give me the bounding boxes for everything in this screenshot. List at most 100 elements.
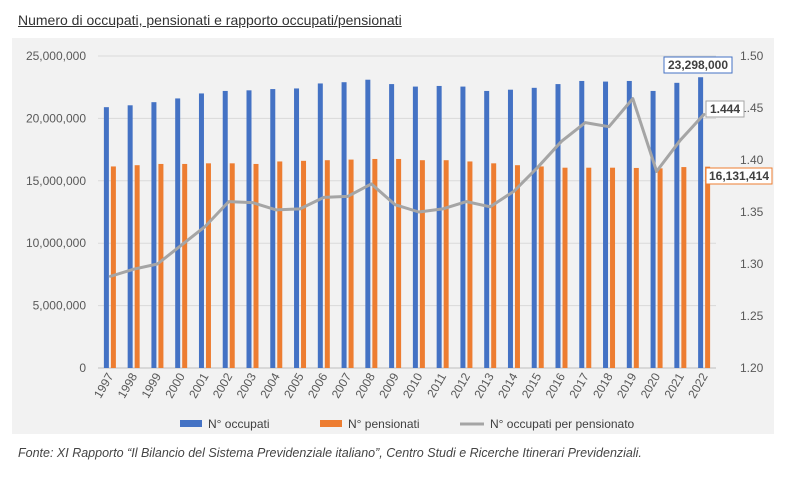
line-point xyxy=(702,113,706,116)
legend-swatch xyxy=(320,420,342,427)
bar-pensionati xyxy=(134,165,140,368)
bar-pensionati xyxy=(158,163,164,368)
legend-label: N° occupati xyxy=(208,417,270,431)
line-point xyxy=(607,125,611,128)
callout-label: 1.444 xyxy=(710,102,740,116)
bar-occupati xyxy=(270,89,276,369)
bar-occupati xyxy=(579,80,585,369)
line-point xyxy=(179,244,183,247)
bar-pensionati xyxy=(633,167,639,368)
legend-label: N° occupati per pensionato xyxy=(490,417,635,431)
right-axis: 1.20 1.25 1.30 1.35 1.40 1.45 1.50 xyxy=(740,49,764,375)
bar-occupati xyxy=(341,82,347,368)
bar-occupati xyxy=(127,105,133,369)
bar-series xyxy=(103,77,711,369)
left-axis-tick: 20,000,000 xyxy=(26,111,86,125)
bar-pensionati xyxy=(277,161,283,368)
line-point xyxy=(227,200,230,203)
bar-pensionati xyxy=(372,158,378,368)
bar-occupati xyxy=(531,87,537,368)
bar-pensionati xyxy=(253,163,259,368)
line-point xyxy=(441,207,444,211)
bar-occupati xyxy=(412,86,418,369)
bar-pensionati xyxy=(491,163,497,368)
right-axis-tick: 1.50 xyxy=(740,49,764,63)
bar-pensionati xyxy=(538,166,544,368)
bar-occupati xyxy=(674,82,680,368)
left-axis-tick: 25,000,000 xyxy=(26,49,86,63)
chart-title: Numero di occupati, pensionati e rapport… xyxy=(18,12,402,28)
left-axis-tick: 15,000,000 xyxy=(26,174,86,188)
bar-pensionati xyxy=(657,168,663,368)
bar-occupati xyxy=(151,102,157,369)
line-point xyxy=(346,195,349,198)
source-note: Fonte: XI Rapporto “Il Bilancio del Sist… xyxy=(18,446,642,460)
line-point xyxy=(584,121,587,124)
right-axis-tick: 1.45 xyxy=(740,101,764,115)
line-point xyxy=(203,225,207,228)
line-point xyxy=(322,196,326,199)
bar-pensionati xyxy=(562,167,568,368)
bar-pensionati xyxy=(514,165,520,368)
line-point xyxy=(465,200,468,203)
bar-occupati xyxy=(246,90,252,368)
left-axis: 0 5,000,000 10,000,000 15,000,000 20,000,000… xyxy=(26,49,86,375)
line-point xyxy=(108,275,112,278)
callout-label: 23,298,000 xyxy=(668,58,728,72)
line-point xyxy=(417,210,421,214)
legend-swatch xyxy=(180,420,202,427)
line-point xyxy=(560,140,563,143)
bar-occupati xyxy=(507,89,513,369)
bar-pensionati xyxy=(110,166,116,368)
bar-occupati xyxy=(175,98,181,368)
left-axis-tick: 0 xyxy=(79,361,86,375)
line-point xyxy=(132,268,135,271)
bar-occupati xyxy=(317,83,323,369)
ratio-line-series xyxy=(108,97,706,278)
bar-pensionati xyxy=(182,163,188,368)
bar-occupati xyxy=(460,86,466,369)
bar-pensionati xyxy=(324,160,330,368)
legend-label: N° pensionati xyxy=(348,417,420,431)
bar-occupati xyxy=(484,90,490,368)
bar-pensionati xyxy=(301,160,307,368)
bar-pensionati xyxy=(467,161,473,368)
bar-occupati xyxy=(626,80,632,369)
callout-box xyxy=(663,56,733,74)
bar-pensionati xyxy=(443,160,449,368)
right-axis-tick: 1.30 xyxy=(740,257,764,271)
right-axis-tick: 1.40 xyxy=(740,153,764,167)
bar-pensionati xyxy=(229,163,235,368)
callout-box xyxy=(705,167,773,185)
line-point xyxy=(156,262,159,266)
bar-pensionati xyxy=(348,159,354,368)
callout-label: 16,131,414 xyxy=(709,169,769,183)
chart-area: 0 5,000,000 10,000,000 15,000,000 20,000,000… xyxy=(12,38,774,434)
line-point xyxy=(631,97,635,100)
line-point xyxy=(298,207,302,211)
right-axis-tick: 1.35 xyxy=(740,205,764,219)
line-point xyxy=(251,201,254,204)
legend: N° occupati N° pensionati N° occupati per … xyxy=(180,417,635,431)
bar-occupati xyxy=(555,84,561,368)
bar-pensionati xyxy=(419,160,425,368)
line-point xyxy=(370,182,373,186)
bar-pensionati xyxy=(205,163,211,368)
bar-occupati xyxy=(650,90,656,368)
bar-occupati xyxy=(294,88,300,368)
bar-pensionati xyxy=(396,158,402,368)
callout-box xyxy=(705,100,745,118)
bar-occupati xyxy=(698,77,704,368)
line-point xyxy=(512,190,516,193)
bar-occupati xyxy=(389,84,395,368)
bar-occupati xyxy=(603,81,609,369)
bar-pensionati xyxy=(681,167,687,368)
left-axis-tick: 10,000,000 xyxy=(26,236,86,250)
bar-occupati xyxy=(365,79,371,368)
left-axis-tick: 5,000,000 xyxy=(33,299,87,313)
right-axis-tick: 1.25 xyxy=(740,309,764,323)
bar-pensionati xyxy=(610,167,616,368)
line-point xyxy=(679,139,682,142)
line-point xyxy=(655,170,658,173)
line-occupati-per-pensionato xyxy=(109,97,706,278)
